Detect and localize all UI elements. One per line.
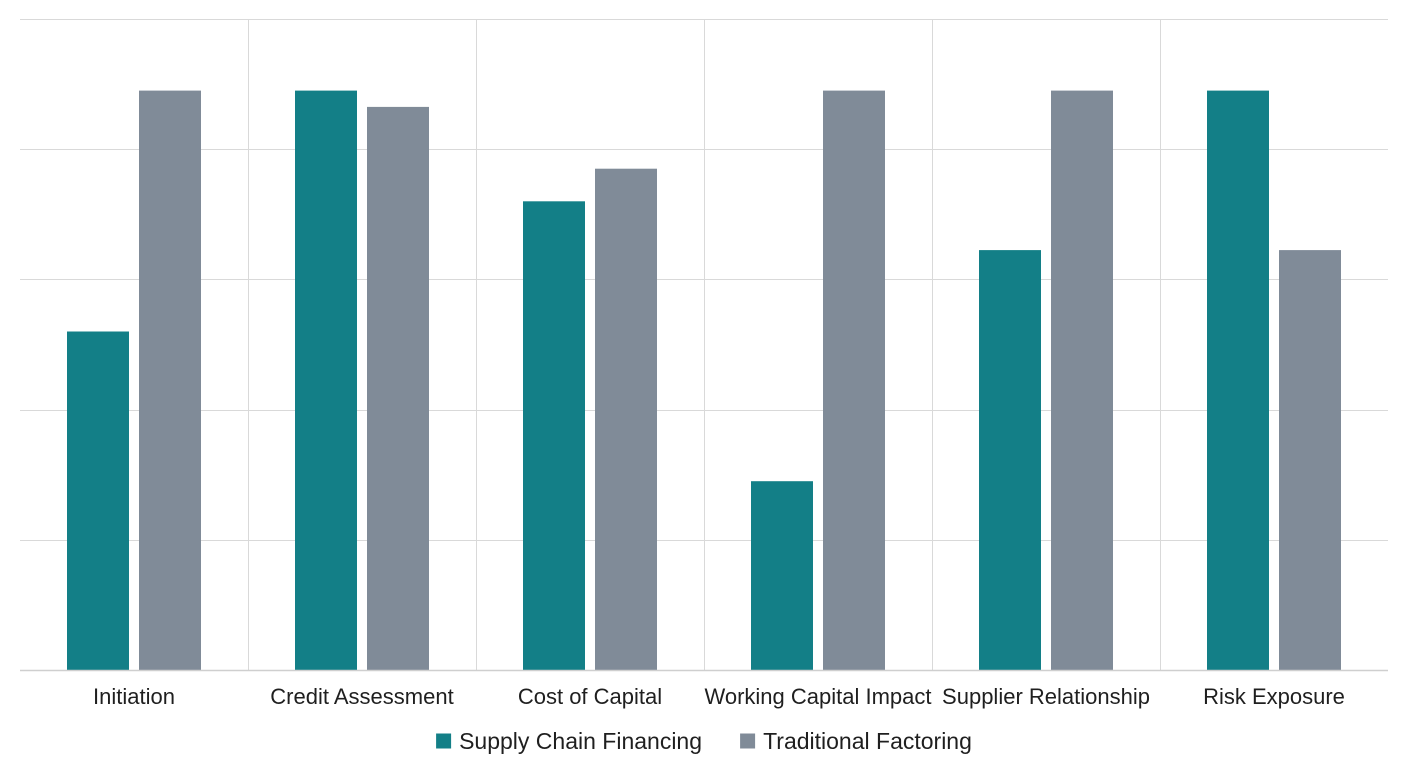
legend-swatch	[740, 733, 756, 749]
x-tick-label: Credit Assessment	[270, 684, 453, 709]
chart-grid	[20, 19, 1388, 670]
legend-item: Traditional Factoring	[740, 728, 972, 754]
legend-label: Supply Chain Financing	[459, 728, 702, 754]
x-tick-label: Cost of Capital	[518, 684, 662, 709]
x-tick-label: Working Capital Impact	[704, 684, 931, 709]
bar	[1051, 90, 1113, 671]
bar	[295, 90, 357, 671]
x-axis: Initiation Credit Assessment Cost of Capit…	[20, 669, 1388, 709]
x-tick-label: Risk Exposure	[1203, 684, 1345, 709]
bar	[67, 331, 129, 670]
x-tick-label: Initiation	[93, 684, 175, 709]
legend-item: Supply Chain Financing	[436, 728, 702, 754]
chart-legend: Supply Chain Financing Traditional Factor…	[436, 728, 972, 754]
bar	[1207, 90, 1269, 671]
x-tick-label: Supplier Relationship	[942, 684, 1150, 709]
legend-label: Traditional Factoring	[763, 728, 972, 754]
bar	[751, 481, 813, 670]
bar	[979, 250, 1041, 670]
bar	[1279, 250, 1341, 670]
bar	[823, 90, 885, 671]
bar	[139, 90, 201, 671]
legend-swatch	[436, 733, 452, 749]
chart-bars	[67, 90, 1341, 671]
bar	[595, 168, 657, 670]
bar	[367, 106, 429, 670]
bar	[523, 201, 585, 671]
